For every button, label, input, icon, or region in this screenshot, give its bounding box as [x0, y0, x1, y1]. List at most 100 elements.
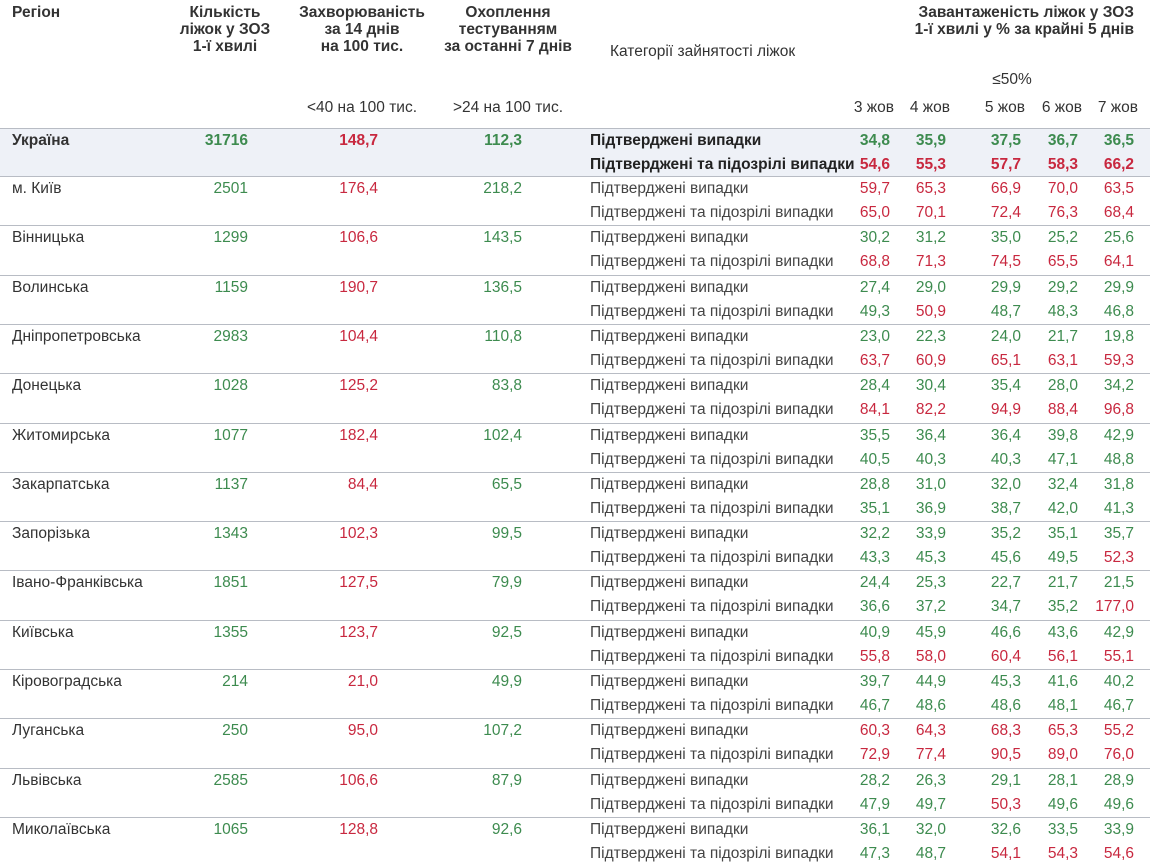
category-label: Підтверджені та підозрілі випадки [590, 844, 834, 862]
occupancy-value: 34,2 [1103, 377, 1134, 395]
testing-value: 107,2 [483, 722, 522, 740]
occupancy-value: 32,0 [915, 820, 946, 838]
incidence-value: 21,0 [347, 673, 378, 690]
header-beds: ліжок у ЗОЗ [179, 21, 271, 38]
beds-value: 2585 [213, 771, 248, 789]
region-name: Волинська [12, 278, 89, 296]
row-divider [0, 128, 1150, 129]
occupancy-value: 35,5 [859, 426, 890, 444]
occupancy-value: 59,3 [1103, 351, 1134, 369]
category-label: Підтверджені та підозрілі випадки [590, 647, 834, 665]
beds-value: 1299 [213, 229, 248, 247]
occupancy-value: 50,3 [990, 795, 1021, 813]
occupancy-value: 36,1 [859, 820, 890, 838]
row-divider [0, 274, 1150, 276]
occupancy-value: 47,1 [1047, 450, 1078, 468]
occupancy-value: 65,0 [859, 204, 890, 221]
incidence-value: 182,4 [339, 426, 378, 444]
occupancy-value: 68,3 [990, 722, 1021, 740]
testing-value: 99,5 [491, 525, 522, 543]
region-name: Вінницька [12, 229, 85, 247]
row-divider [0, 176, 1150, 177]
category-label: Підтверджені та підозрілі випадки [590, 549, 834, 567]
occupancy-value: 60,9 [915, 351, 946, 369]
occupancy-value: 40,3 [915, 450, 946, 468]
occupancy-value: 50,9 [915, 302, 946, 320]
category-label: Підтверджені випадки [590, 180, 749, 197]
category-label: Підтверджені випадки [590, 623, 749, 641]
testing-value: 102,4 [483, 426, 522, 444]
incidence-value: 123,7 [339, 623, 378, 641]
incidence-value: 127,5 [339, 574, 378, 592]
region-name: Київська [12, 623, 74, 641]
incidence-value: 148,7 [339, 132, 378, 149]
occupancy-value: 65,5 [1047, 253, 1078, 271]
testing-value: 110,8 [484, 327, 522, 345]
category-label: Підтверджені та підозрілі випадки [590, 351, 834, 369]
occupancy-value: 36,7 [1047, 132, 1078, 149]
occupancy-value: 25,3 [915, 574, 946, 592]
row-divider [0, 323, 1150, 325]
beds-value: 1159 [214, 278, 248, 296]
category-label: Підтверджені та підозрілі випадки [590, 499, 834, 517]
occupancy-value: 36,5 [1103, 132, 1134, 149]
category-label: Підтверджені випадки [590, 574, 749, 592]
occupancy-value: 56,1 [1047, 647, 1078, 665]
occupancy-value: 45,9 [915, 623, 946, 641]
occupancy-value: 177,0 [1095, 598, 1134, 616]
beds-value: 31716 [204, 132, 248, 149]
occupancy-value: 68,4 [1103, 204, 1134, 221]
region-name: Миколаївська [12, 820, 111, 838]
occupancy-value: 37,2 [915, 598, 946, 616]
occupancy-value: 29,1 [990, 771, 1021, 789]
occupancy-value: 19,8 [1103, 327, 1134, 345]
beds-value: 2501 [213, 180, 248, 197]
region-name: Луганська [12, 722, 85, 740]
occupancy-value: 49,6 [1047, 795, 1078, 813]
incidence-note: <40 на 100 тис. [306, 99, 418, 116]
occupancy-value: 48,8 [1103, 450, 1134, 468]
header-incidence: на 100 тис. [320, 38, 404, 55]
occupancy-value: 39,8 [1047, 426, 1078, 444]
occupancy-value: 44,9 [915, 673, 946, 690]
occupancy-value: 48,7 [990, 302, 1021, 320]
occupancy-value: 40,3 [990, 450, 1021, 468]
occupancy-value: 22,3 [915, 327, 946, 345]
region-name: Дніпропетровська [12, 327, 141, 345]
occupancy-value: 34,7 [990, 598, 1021, 616]
occupancy-value: 45,3 [915, 549, 946, 567]
occupancy-value: 84,1 [859, 401, 890, 419]
occupancy-value: 36,6 [859, 598, 890, 616]
header-occupancy: Завантаженість ліжок у ЗОЗ [918, 4, 1134, 21]
category-label: Підтверджені та підозрілі випадки [590, 302, 834, 320]
occupancy-value: 35,0 [990, 229, 1021, 247]
occupancy-value: 65,3 [1047, 722, 1078, 740]
occupancy-value: 40,9 [859, 623, 890, 641]
occupancy-value: 25,2 [1047, 229, 1078, 247]
occupancy-value: 49,3 [859, 302, 890, 320]
occupancy-value: 35,2 [1047, 598, 1078, 616]
testing-value: 49,9 [491, 673, 522, 690]
region-name: м. Київ [12, 180, 62, 197]
occupancy-value: 34,8 [859, 132, 890, 149]
occupancy-value: 27,4 [859, 278, 890, 296]
category-label: Підтверджені випадки [590, 771, 749, 789]
incidence-value: 128,8 [339, 820, 378, 838]
beds-value: 1851 [213, 574, 248, 592]
occupancy-value: 58,0 [915, 647, 946, 665]
incidence-value: 106,6 [339, 771, 378, 789]
beds-value: 1137 [214, 475, 248, 493]
row-divider [0, 521, 1150, 523]
occupancy-value: 36,4 [990, 426, 1021, 444]
category-label: Підтверджені випадки [590, 278, 749, 296]
occupancy-value: 70,1 [915, 204, 946, 221]
occupancy-value: 31,8 [1103, 475, 1134, 493]
occupancy-value: 82,2 [915, 401, 946, 419]
row-divider [0, 767, 1150, 769]
occupancy-value: 32,2 [859, 525, 890, 543]
testing-value: 218,2 [483, 180, 522, 197]
region-name: Україна [12, 132, 70, 149]
incidence-value: 104,4 [339, 327, 378, 345]
occupancy-value: 60,4 [990, 647, 1021, 665]
